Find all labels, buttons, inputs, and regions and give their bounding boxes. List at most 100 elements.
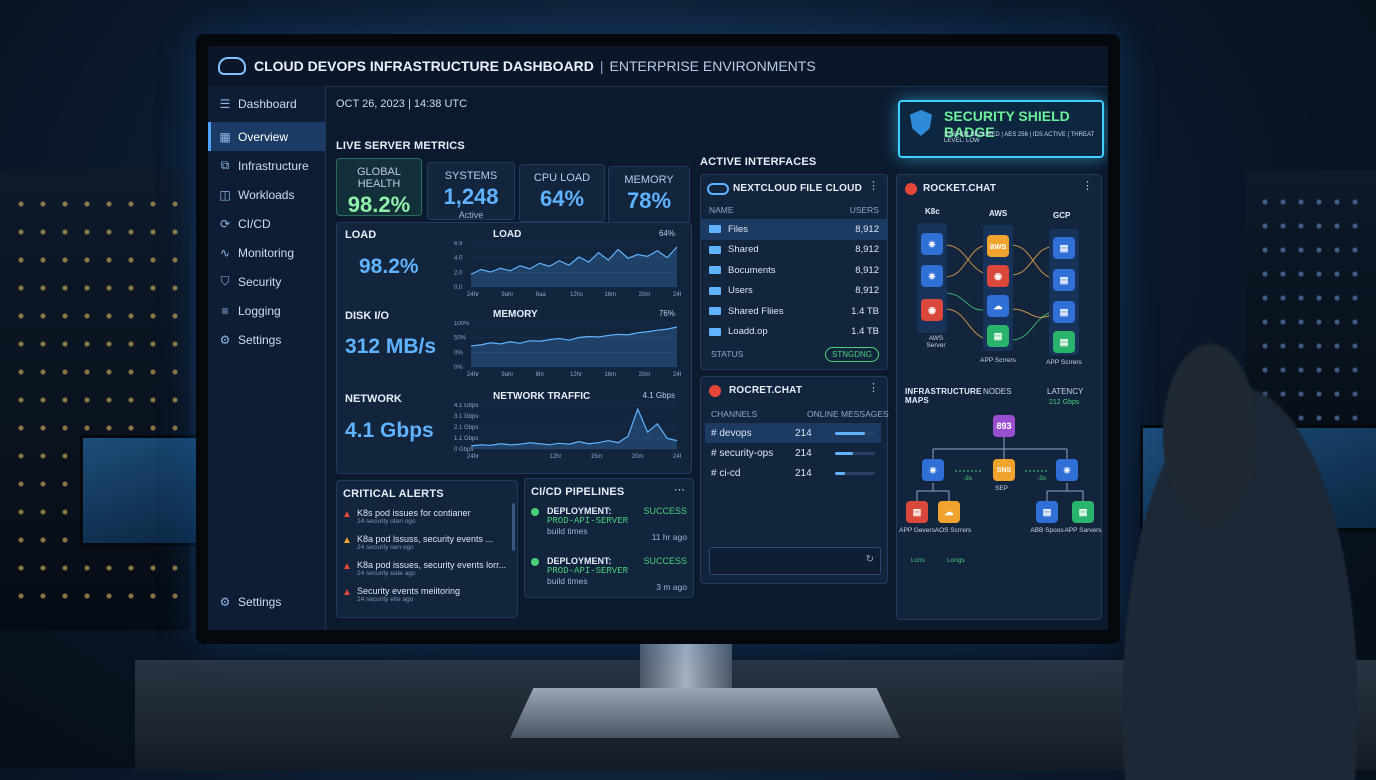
critical-alerts-panel: CRITICAL ALERTS ▲ K8s pod issues for cont… — [336, 480, 518, 618]
kpi-memory: MEMORY 78% — [608, 166, 690, 224]
app-servers-label: APP Scrrers — [1046, 359, 1082, 366]
messages-bar — [835, 471, 875, 475]
x-tick-label: 12hs — [570, 292, 583, 297]
col-name: NAME — [709, 205, 734, 215]
sidebar-item-label: Settings — [238, 594, 282, 609]
gcp-icon[interactable]: ◉ — [987, 265, 1009, 287]
file-row[interactable]: Files 8,912 — [701, 219, 887, 240]
alert-item[interactable]: ▲ K8a pod issues, security events lorr...… — [337, 557, 509, 583]
pipeline-item[interactable]: DEPLOYMENT: PROD-API-SERVER build times SUC… — [525, 553, 693, 603]
messages-bar-fill — [835, 451, 853, 455]
channel-row[interactable]: # security-ops 214 — [705, 443, 881, 463]
sidebar: ☰ Dashboard ▦ Overview ⧉ Infrastructure ◫ Wor… — [208, 86, 326, 630]
more-icon[interactable]: ⋮ — [868, 180, 879, 192]
x-tick-label: 20m — [639, 372, 651, 377]
app-servers-label: APP Scrrers — [980, 357, 1016, 364]
file-row[interactable]: Users 8,912 — [701, 281, 887, 302]
sidebar-nav: ▦ Overview ⧉ Infrastructure ◫ Workloads ⟳ CI/CD… — [208, 122, 325, 354]
alert-item[interactable]: ▲ K8a pod lssuss, security events ... 24 s… — [337, 531, 509, 557]
sns-node[interactable]: SNS — [993, 459, 1015, 481]
nextcloud-panel: NEXTCLOUD FILE CLOUD ⋮ NAME USERS Files 8… — [700, 174, 888, 370]
file-table-header: NAME USERS — [701, 201, 887, 219]
file-users: 8,912 — [855, 264, 879, 276]
pipeline-status: SUCCESS — [643, 506, 687, 516]
cloud-icon — [218, 57, 246, 75]
server-icon[interactable]: ▤ — [1053, 331, 1075, 353]
cycle-icon: ⟳ — [219, 216, 231, 231]
file-row[interactable]: Shared 8,912 — [701, 240, 887, 261]
infrastructure-map-panel: ROCKET.CHAT ⋮ K8c AWS GCP ⎈ ⎈ ◉ aws ◉ ☁ … — [896, 174, 1102, 620]
metric-label-load: LOAD — [345, 229, 377, 241]
side-monitor-left — [80, 435, 201, 546]
gcp-icon[interactable]: ◉ — [921, 299, 943, 321]
sidebar-item-label: CI/CD — [238, 216, 271, 231]
more-icon[interactable]: ⋮ — [1082, 180, 1093, 192]
rocketchat-title: ROCRET.CHAT — [729, 385, 803, 396]
sidebar-item-label: Overview — [238, 129, 289, 144]
file-row[interactable]: Loadd.op 1.4 TB — [701, 322, 887, 343]
series-area — [471, 327, 677, 367]
sidebar-item-security[interactable]: ⛉ Security — [208, 267, 325, 296]
storage-icon[interactable]: ▤ — [1053, 237, 1075, 259]
x-tick-label: 9ahr — [501, 372, 513, 377]
kubernetes-icon[interactable]: ⎈ — [1056, 459, 1078, 481]
sidebar-item-logging[interactable]: ≡ Logging — [208, 296, 325, 325]
message-input[interactable]: ↻ — [709, 547, 881, 575]
sidebar-item-workloads[interactable]: ◫ Workloads — [208, 180, 325, 209]
alert-item[interactable]: ▲ K8s pod issues for contianer 24 security… — [337, 505, 509, 531]
sidebar-item-ci-cd[interactable]: ⟳ CI/CD — [208, 209, 325, 238]
badge-title: SECURITY SHIELD BADGE — [944, 108, 1070, 140]
chart-network-traffic: NETWORK TRAFFIC 4.1 Gbps 4.1 Gbps 3.1 Gbps 2… — [453, 391, 681, 461]
infra-maps-title: INFRASTRUCTURE MAPS — [905, 387, 982, 405]
channel-row[interactable]: # devops 214 — [705, 423, 881, 443]
metric-value-network: 4.1 Gbps — [345, 419, 434, 442]
file-row[interactable]: Bocuments 8,912 — [701, 260, 887, 281]
more-icon[interactable]: ⋯ — [674, 484, 685, 496]
server-icon[interactable]: ▤ — [1072, 501, 1094, 523]
aws-icon[interactable]: aws — [987, 235, 1009, 257]
check-icon — [531, 558, 539, 566]
sidebar-item-overview[interactable]: ▦ Overview — [208, 122, 325, 151]
status-label: STATUS — [711, 349, 744, 359]
x-tick-label: 24hr — [467, 372, 479, 377]
pipeline-item[interactable]: DEPLOYMENT: PROD-API-SERVER build times SUC… — [525, 503, 693, 553]
kubernetes-icon[interactable]: ⎈ — [922, 459, 944, 481]
file-name: Users — [728, 285, 753, 297]
channel-row[interactable]: # ci-cd 214 — [705, 463, 881, 483]
kpi-systems: SYSTEMS 1,248 Active — [427, 162, 515, 220]
file-users: 8,912 — [855, 223, 879, 235]
sidebar-item-monitoring[interactable]: ∿ Monitoring — [208, 238, 325, 267]
server-icon[interactable]: ▤ — [987, 325, 1009, 347]
aws-icon[interactable]: ☁ — [938, 501, 960, 523]
pipelines-title: CI/CD PIPELINES — [531, 486, 625, 498]
kpi-value: 78% — [626, 188, 672, 213]
storage-icon[interactable]: ▤ — [1053, 269, 1075, 291]
menu-icon: ☰ — [219, 97, 231, 111]
pipelines-panel: CI/CD PIPELINES ⋯ DEPLOYMENT: PROD-API-SE… — [524, 478, 694, 598]
more-icon[interactable]: ⋮ — [868, 382, 879, 394]
y-tick-label: 0 Gbps — [454, 447, 473, 453]
kubernetes-icon[interactable]: ⎈ — [921, 265, 943, 287]
send-icon[interactable]: ↻ — [865, 554, 874, 565]
file-row[interactable]: Shared Fliies 1.4 TB — [701, 301, 887, 322]
column-k8s: K8c — [925, 207, 940, 216]
app-server-icon[interactable]: ▤ — [906, 501, 928, 523]
cloud-icon[interactable]: ☁ — [987, 295, 1009, 317]
alerts-title: CRITICAL ALERTS — [343, 488, 444, 500]
sidebar-item-dashboard[interactable]: ☰ Dashboard — [208, 86, 325, 122]
storage-icon[interactable]: ▤ — [1053, 301, 1075, 323]
sidebar-item-settings[interactable]: ⚙ Settings — [208, 325, 325, 354]
alert-item[interactable]: ▲ Security events meiitoring 24 security e… — [337, 583, 509, 609]
sidebar-item-label: Dashboard — [238, 97, 297, 111]
sidebar-item-label: Logging — [238, 303, 281, 318]
root-node[interactable]: 893 — [993, 415, 1015, 437]
storage-icon[interactable]: ▤ — [1036, 501, 1058, 523]
security-shield-badge: SECURITY SHIELD BADGE SYSTEM SECURED | A… — [898, 100, 1104, 158]
alerts-scrollbar[interactable] — [512, 503, 515, 551]
sidebar-item-settings-bottom[interactable]: ⚙ Settings — [208, 587, 325, 616]
sidebar-item-infrastructure[interactable]: ⧉ Infrastructure — [208, 151, 325, 180]
kubernetes-icon[interactable]: ⎈ — [921, 233, 943, 255]
pipeline-target: PROD-API-SERVER — [547, 516, 629, 526]
y-tick-label: 2.1 Gbps — [454, 425, 478, 431]
